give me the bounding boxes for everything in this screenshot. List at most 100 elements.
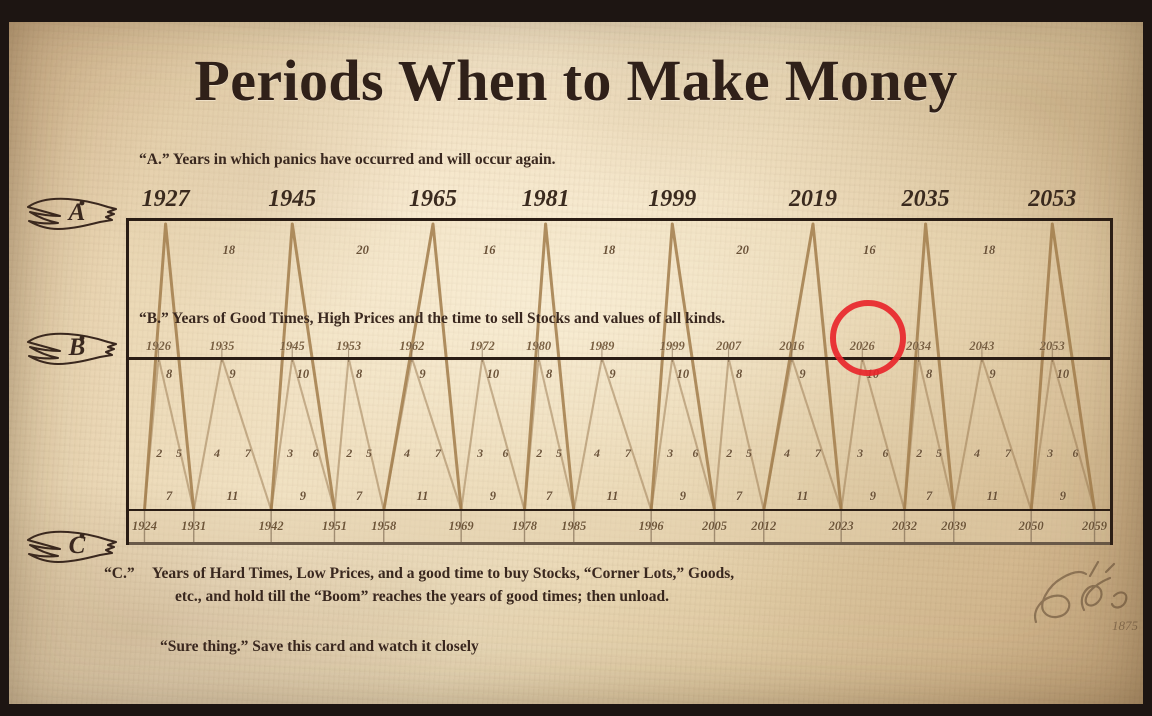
row-c-note-line1: Years of Hard Times, Low Prices, and a g… <box>152 565 735 582</box>
gapsC-value: 9 <box>679 489 686 503</box>
gapsC-value: 11 <box>606 489 619 503</box>
pointing-hand-icon <box>26 332 118 366</box>
gapsC-value: 9 <box>1059 489 1066 503</box>
gapsC-value: 9 <box>489 489 496 503</box>
sub-interval-value: 5 <box>745 446 752 460</box>
row-c-year: 2059 <box>1082 519 1108 533</box>
gapsC-value: 7 <box>546 489 553 503</box>
row-c-year: 2032 <box>892 519 917 533</box>
gapsA-value: 18 <box>982 243 996 257</box>
row-c-year: 1924 <box>131 519 157 533</box>
row-b-year: 2034 <box>906 339 932 353</box>
row-b-year: 1926 <box>146 339 172 353</box>
row-b-letter: B <box>68 334 86 361</box>
hard-times-baseline <box>129 509 1110 511</box>
sub-interval-value: 2 <box>346 446 353 460</box>
row-c-year: 1978 <box>511 519 537 533</box>
gapsA-value: 18 <box>222 243 236 257</box>
row-b-year: 2043 <box>969 339 995 353</box>
gapsC-value: 9 <box>299 489 306 503</box>
row-b-gap-value: 8 <box>355 367 363 381</box>
sub-interval-value: 7 <box>434 446 441 460</box>
row-b-year: 1972 <box>469 339 495 353</box>
row-b-gap-value: 8 <box>736 367 743 381</box>
gapsC-value: 11 <box>986 489 999 503</box>
gapsC-value: 11 <box>796 489 809 503</box>
gapsA-value: 20 <box>356 243 369 257</box>
card-edge-bottom <box>0 704 1152 716</box>
sub-interval-value: 6 <box>882 446 889 460</box>
sub-interval-value: 2 <box>156 446 163 460</box>
row-a-year: 1945 <box>268 186 317 212</box>
footer-tagline: “Sure thing.” Save this card and watch i… <box>160 638 479 655</box>
row-a-year: 1927 <box>141 186 190 212</box>
sub-interval-value: 5 <box>935 446 942 460</box>
row-c-note-label: “C.” <box>104 565 135 582</box>
gapsA-value: 18 <box>602 243 616 257</box>
row-c-year: 1985 <box>561 519 587 533</box>
sub-interval-value: 4 <box>403 446 410 460</box>
row-b-year: 2007 <box>716 339 742 353</box>
card-edge-left <box>0 0 9 716</box>
signature-icon: 1875 <box>1034 560 1139 633</box>
highlight-circle-2026 <box>830 300 907 376</box>
row-c-pointer: C <box>24 528 120 568</box>
sub-interval-value: 6 <box>502 446 509 460</box>
row-a-pointer: A <box>24 195 120 235</box>
row-b-gap-value: 9 <box>799 367 806 381</box>
row-a-year: 2019 <box>789 186 838 212</box>
sub-interval-value: 5 <box>175 446 182 460</box>
sub-interval-value: 5 <box>555 446 562 460</box>
row-c-year: 1958 <box>371 519 397 533</box>
sub-interval-value: 7 <box>244 446 251 460</box>
row-b-year: 1980 <box>526 339 552 353</box>
row-c-interval-labels: 7 11 9 7 11 9 7 11 9 7 11 9 7 11 9 <box>129 489 1116 507</box>
sub-interval-value: 2 <box>916 446 923 460</box>
row-a-year: 1999 <box>648 186 697 212</box>
sub-interval-value: 6 <box>1072 446 1079 460</box>
sub-interval-value: 3 <box>287 446 294 460</box>
sub-interval-value: 3 <box>667 446 674 460</box>
row-b-gap-value: 9 <box>989 367 996 381</box>
row-a-year: 2053 <box>1028 186 1077 212</box>
row-c-year: 2050 <box>1018 519 1044 533</box>
sub-interval-value: 3 <box>1047 446 1054 460</box>
row-b-pointer: B <box>24 330 120 370</box>
row-b-gap-value: 9 <box>609 367 616 381</box>
row-b-gap-value: 9 <box>419 367 426 381</box>
pointing-hand-icon <box>26 197 118 231</box>
sub-interval-value: 3 <box>857 446 864 460</box>
row-a-year: 1981 <box>521 186 570 212</box>
gapsC-value: 11 <box>226 489 239 503</box>
row-b-year: 2016 <box>779 339 805 353</box>
row-c-year: 2012 <box>751 519 777 533</box>
row-a-year: 2035 <box>901 186 950 212</box>
gapsC-value: 9 <box>869 489 876 503</box>
hard-times-band <box>129 511 1110 545</box>
pointing-hand-icon <box>26 530 118 564</box>
row-b-year-labels: 1926 1935 1945 1953 1962 1972 1980 1989 1999 2007… <box>129 339 1116 357</box>
row-b-gap-value: 10 <box>1056 367 1070 381</box>
gapsC-value: 7 <box>355 489 363 503</box>
sub-interval-value: 7 <box>1004 446 1011 460</box>
row-b-gap-value: 8 <box>546 367 553 381</box>
row-b-gap-value: 10 <box>676 367 690 381</box>
row-b-gap-value: 10 <box>296 367 310 381</box>
sub-interval-value: 3 <box>477 446 484 460</box>
sub-interval-value: 2 <box>536 446 543 460</box>
row-b-gap-value: 10 <box>486 367 500 381</box>
row-b-note: “B.” Years of Good Times, High Prices an… <box>139 310 726 327</box>
row-b-year: 1989 <box>589 339 615 353</box>
gapsC-value: 7 <box>736 489 743 503</box>
row-c-year: 2005 <box>702 519 727 533</box>
gapsA-value: 16 <box>863 243 876 257</box>
gapsC-value: 11 <box>416 489 429 503</box>
sub-interval-value: 4 <box>593 446 600 460</box>
sub-interval-value: 4 <box>973 446 980 460</box>
page-title: Periods When to Make Money <box>194 48 958 113</box>
cycle-wave-lines <box>143 222 1096 542</box>
row-a-interval-labels: 18 20 16 18 20 16 18 <box>129 243 1116 261</box>
gapsC-value: 7 <box>926 489 933 503</box>
row-c-letter: C <box>68 532 86 559</box>
